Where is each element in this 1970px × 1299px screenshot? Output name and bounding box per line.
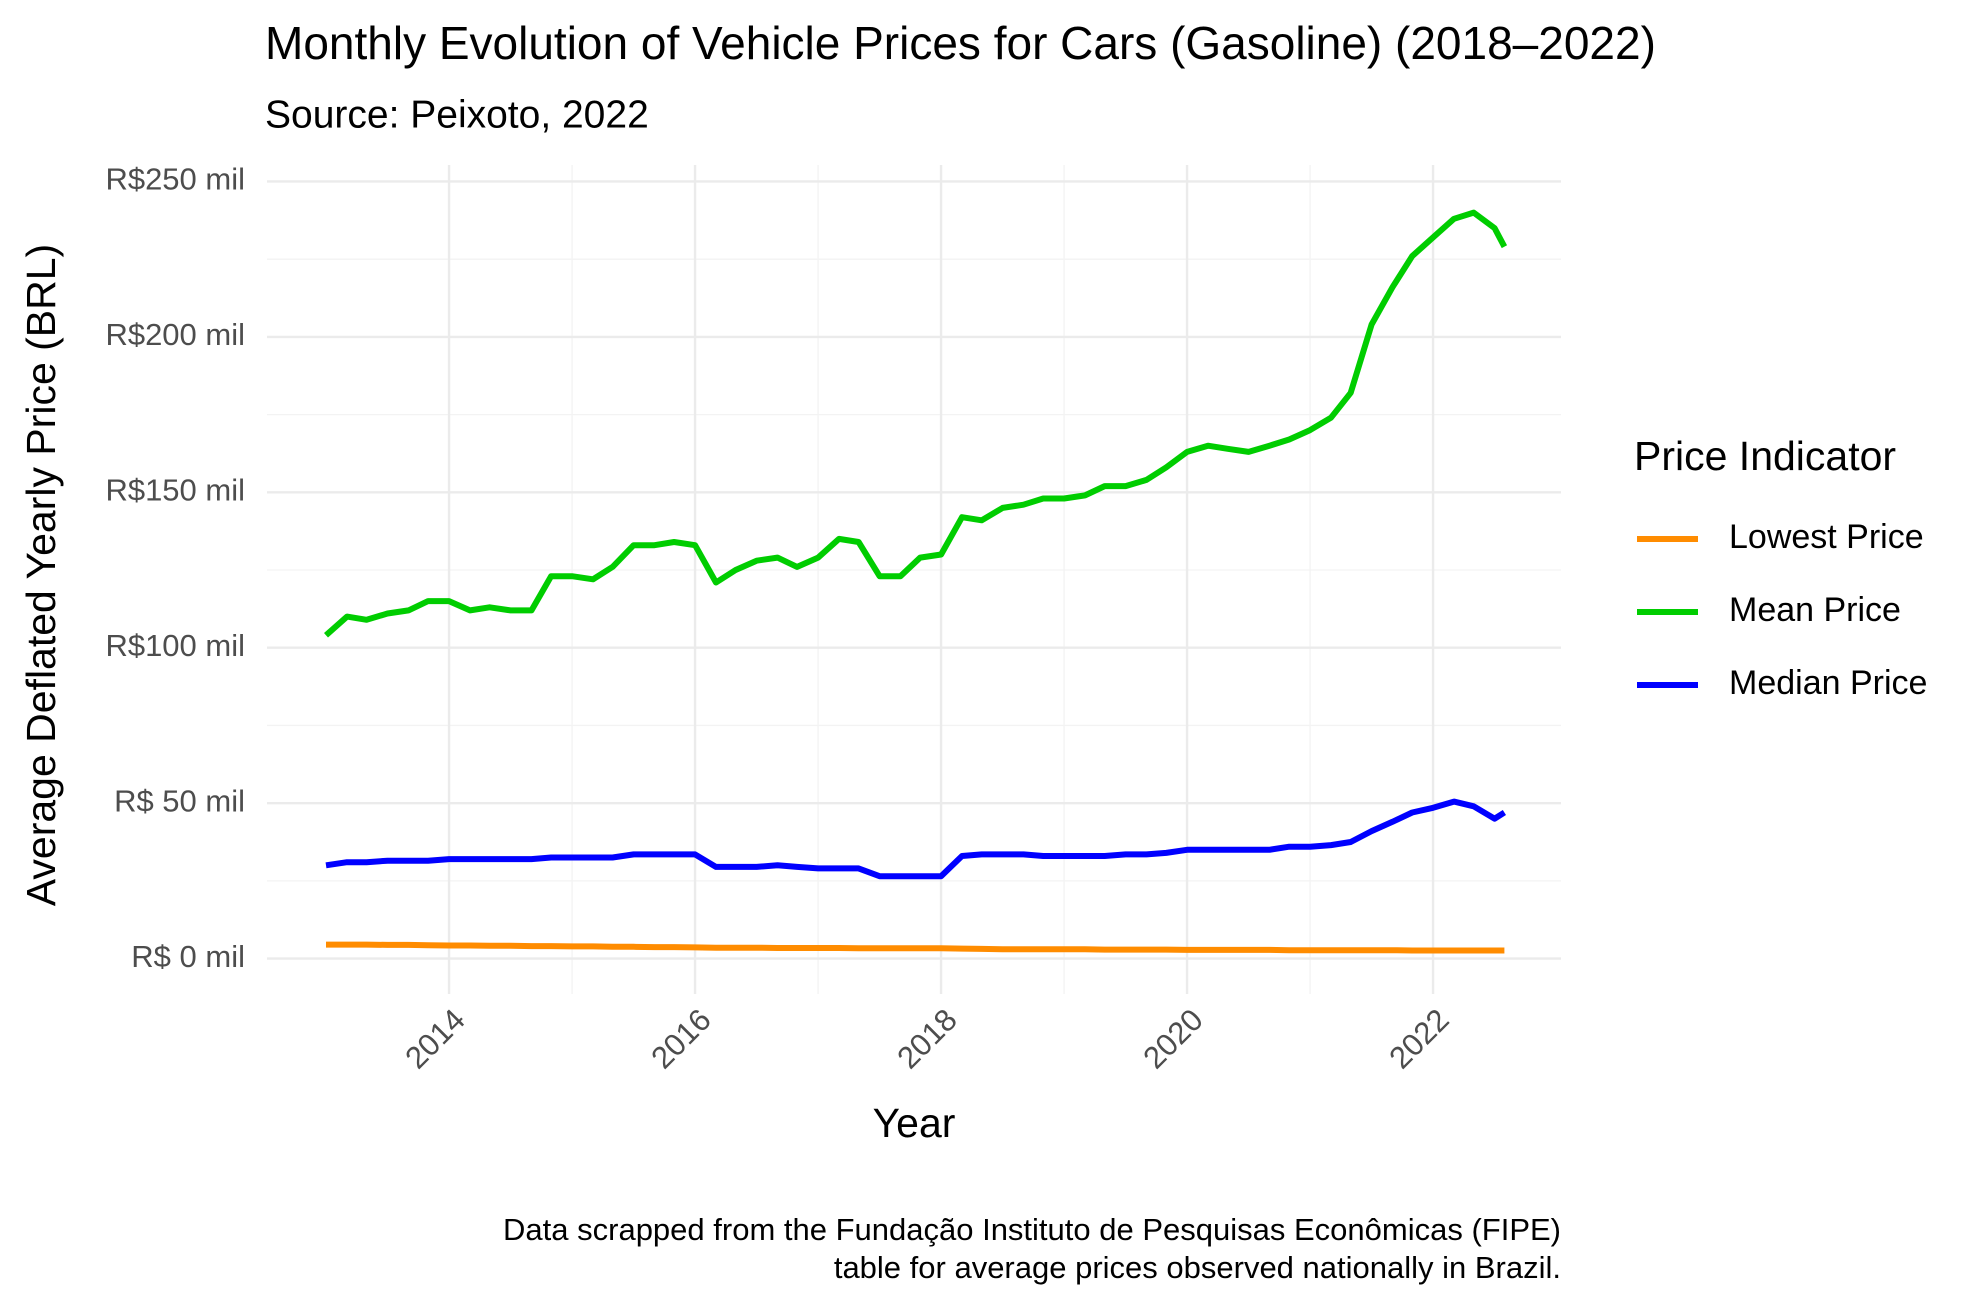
x-tick-label: 2014	[398, 1002, 472, 1076]
y-axis-title: Average Deflated Yearly Price (BRL)	[18, 244, 64, 906]
x-tick-label: 2018	[890, 1002, 964, 1076]
legend-label: Median Price	[1729, 664, 1927, 702]
y-tick-label: R$250 mil	[105, 162, 245, 197]
chart-title: Monthly Evolution of Vehicle Prices for …	[265, 17, 1656, 69]
legend-title: Price Indicator	[1634, 433, 1896, 479]
data-line	[326, 941, 1505, 954]
caption: Data scrapped from the Fundação Institut…	[503, 1212, 1561, 1247]
data-line	[325, 798, 1507, 880]
legend-label: Lowest Price	[1729, 518, 1924, 556]
y-tick-label: R$ 50 mil	[114, 783, 245, 818]
caption: table for average prices observed nation…	[834, 1250, 1561, 1285]
x-tick-label: 2020	[1136, 1002, 1210, 1076]
y-tick-label: R$200 mil	[105, 317, 245, 352]
y-tick-label: R$150 mil	[105, 472, 245, 507]
y-tick-label: R$100 mil	[105, 628, 245, 663]
y-tick-label: R$ 0 mil	[131, 939, 245, 974]
x-axis-title: Year	[873, 1100, 956, 1146]
x-tick-label: 2016	[644, 1002, 718, 1076]
chart-subtitle: Source: Peixoto, 2022	[265, 93, 649, 136]
legend-label: Mean Price	[1729, 591, 1901, 629]
x-tick-label: 2022	[1382, 1002, 1456, 1076]
data-line	[324, 209, 1508, 638]
